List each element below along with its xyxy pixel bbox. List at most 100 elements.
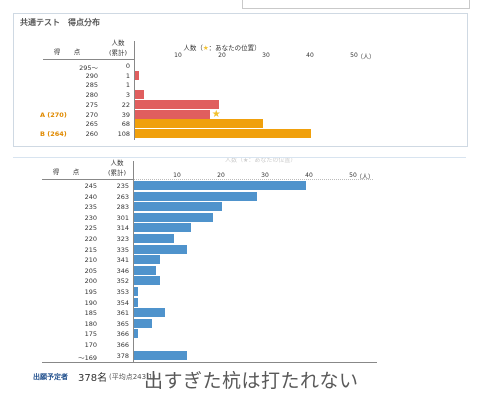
header-divider [42, 179, 133, 180]
cumulative-count: 0 [125, 62, 130, 70]
cumulative-count: 1 [125, 81, 130, 90]
distribution-bar [135, 128, 311, 138]
cumulative-count: 352 [116, 277, 129, 286]
cumulative-count: 366 [116, 341, 129, 349]
score-label: 235 [84, 203, 97, 212]
cumulative-count: 39 [121, 110, 130, 119]
your-position-star-icon: ★ [211, 108, 221, 120]
distribution-bar [135, 90, 144, 100]
count-header-top: 人数 [111, 39, 125, 47]
cumulative-count: 365 [116, 319, 129, 328]
cumulative-count: 1 [125, 71, 130, 80]
score-label: 195 [84, 288, 97, 296]
distribution-bar [134, 276, 161, 286]
score-header-bottom: 点 [72, 168, 80, 176]
score-label: 280 [85, 91, 98, 100]
score-label: 295〜 [79, 64, 98, 72]
table-bottom-line [42, 362, 133, 364]
y-axis-line [134, 41, 135, 140]
score-header-bottom: 点 [73, 48, 81, 56]
faint-overlap-title: 人数（★：あなたの位置） [225, 157, 297, 164]
score-label: 270 [85, 110, 98, 119]
axis-tick-label: 30 [262, 52, 270, 59]
cumulative-count: 68 [121, 120, 130, 129]
axis-tick-label: 20 [218, 52, 226, 59]
score-label: 245 [84, 182, 97, 190]
distribution-bar [134, 297, 139, 307]
cumulative-count: 3 [125, 91, 130, 100]
score-label: 205 [84, 266, 97, 275]
count-header-bottom: (累計) [108, 49, 128, 57]
score-label: 215 [84, 245, 97, 254]
rank-label: A (270) [40, 110, 67, 119]
score-label: 240 [84, 192, 97, 201]
distribution-bar [135, 109, 210, 119]
header-dotted-line [133, 179, 373, 180]
score-label: 180 [84, 319, 97, 328]
axis-title-prefix: 人数（ [183, 44, 203, 52]
axis-tick-label: 50 [350, 52, 358, 59]
distribution-bar [135, 119, 263, 129]
axis-tick-label: 10 [174, 52, 182, 59]
distribution-bar [134, 202, 222, 212]
score-label: 225 [84, 224, 97, 233]
count-header-top: 人数 [110, 159, 124, 167]
distribution-bar [134, 350, 187, 360]
average-score: (平均点243.1) [109, 373, 156, 381]
axis-unit-label: （人） [356, 54, 376, 61]
axis-tick-label: 40 [305, 172, 313, 179]
distribution-bar [135, 70, 140, 80]
watermark-text: 出すぎた杭は打たれない [144, 370, 359, 392]
cumulative-count: 361 [116, 309, 129, 318]
cumulative-count: 108 [117, 129, 130, 138]
distribution-bar [134, 287, 139, 296]
distribution-bar [134, 265, 156, 275]
cumulative-count: 366 [116, 330, 129, 339]
distribution-bar [134, 223, 192, 233]
cumulative-count: 354 [116, 298, 129, 307]
score-label: 〜169 [78, 353, 97, 362]
distribution-bar [134, 244, 187, 254]
distribution-bar [134, 181, 306, 190]
cumulative-count: 301 [116, 213, 129, 222]
axis-tick-label: 50 [349, 172, 357, 179]
cumulative-count: 341 [116, 256, 129, 265]
axis-unit-label: （人） [355, 174, 375, 181]
cumulative-count: 346 [116, 266, 129, 275]
distribution-bar [134, 308, 165, 318]
y-axis-line [133, 161, 134, 363]
score-label: 175 [84, 330, 97, 339]
axis-tick-label: 40 [306, 52, 314, 59]
cumulative-count: 283 [116, 203, 129, 212]
score-label: 285 [85, 81, 98, 90]
rank-label: B (264) [40, 129, 67, 138]
axis-title-suffix: ：あなたの位置） [208, 44, 261, 52]
top-input-field[interactable] [242, 0, 470, 9]
score-label: 265 [85, 120, 98, 129]
cumulative-count: 235 [116, 182, 129, 190]
count-header-bottom: (累計) [107, 169, 127, 177]
cumulative-count: 323 [116, 235, 129, 243]
distribution-bar [134, 212, 214, 222]
panel-title: 共通テスト 得点分布 [20, 18, 100, 27]
cumulative-count: 353 [116, 288, 129, 296]
distribution-bar [134, 329, 139, 339]
score-header-top: 得 [53, 48, 61, 56]
top-distribution-panel: 共通テスト 得点分布 得点人数 (累計) 人数（★：あなたの位置） 10 20 30 40 5… [13, 13, 468, 147]
cumulative-count: 378 [116, 351, 129, 360]
cumulative-count: 314 [116, 224, 129, 233]
score-label: 230 [84, 213, 97, 222]
x-axis-line [133, 362, 377, 364]
cumulative-count: 335 [116, 245, 129, 254]
score-label: 210 [84, 256, 97, 265]
distribution-bar [134, 191, 258, 201]
axis-tick-label: 20 [217, 172, 225, 179]
cumulative-count: 22 [121, 100, 130, 109]
axis-tick-label: 30 [261, 172, 269, 179]
cumulative-count: 263 [116, 192, 129, 201]
applicants-count: 378名 [78, 373, 108, 384]
score-label: 185 [84, 309, 97, 318]
score-header-top: 得 [52, 168, 60, 176]
distribution-bar [134, 234, 174, 243]
score-label: 260 [85, 129, 98, 138]
